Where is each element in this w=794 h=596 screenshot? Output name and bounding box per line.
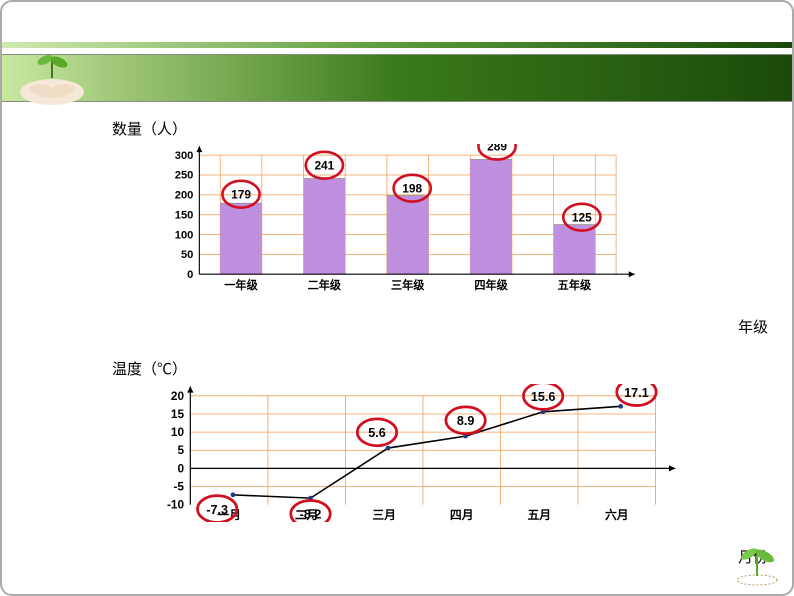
sprout-in-hands-icon <box>10 48 100 108</box>
line-category-label: 三月 <box>372 508 396 522</box>
line-value-label: 15.6 <box>531 390 556 404</box>
line-chart: 温度（℃） 月份 -10-505101520一月二月三月四月五月六月-7.3-8… <box>52 362 752 562</box>
data-marker <box>231 492 236 497</box>
bar <box>220 203 262 274</box>
svg-text:10: 10 <box>171 425 185 439</box>
data-marker <box>618 404 623 409</box>
line-category-label: 四月 <box>450 508 474 522</box>
bar <box>470 160 512 275</box>
line-y-axis-title: 温度（℃） <box>112 358 187 379</box>
bar-y-axis-title: 数量（人） <box>112 118 187 139</box>
line-value-label: 5.6 <box>368 426 386 440</box>
bar-chart-plot: 0 50 100 150 200 250 300 179 一年级 241 二年级 198 三年级 289 四… <box>124 144 684 304</box>
svg-text:15: 15 <box>171 407 185 421</box>
line-chart-plot: -10-505101520一月二月三月四月五月六月-7.3-8.25.68.91… <box>124 384 714 522</box>
line-value-label: -8.2 <box>300 508 322 522</box>
bar-value-label: 125 <box>572 211 592 225</box>
svg-text:-10: -10 <box>167 498 185 512</box>
line-value-label: 8.9 <box>457 414 475 428</box>
line-value-label: 17.1 <box>624 386 649 400</box>
slide-container: 数量（人） 年级 050100150200250300179一年级241二年级1… <box>0 0 794 596</box>
data-marker <box>386 446 391 451</box>
svg-text:5: 5 <box>177 443 184 457</box>
bar <box>387 196 429 275</box>
svg-text:0: 0 <box>187 269 193 281</box>
header-accent-line <box>2 42 792 48</box>
svg-text:300: 300 <box>175 150 194 162</box>
header-band <box>2 54 792 102</box>
data-line <box>233 406 621 498</box>
charts-region: 数量（人） 年级 050100150200250300179一年级241二年级1… <box>52 122 752 574</box>
line-value-label: -7.3 <box>206 503 228 517</box>
svg-text:200: 200 <box>175 190 194 202</box>
svg-text:20: 20 <box>171 389 185 403</box>
line-category-label: 六月 <box>605 508 629 522</box>
bar-value-label: 179 <box>231 188 251 202</box>
bar-x-axis-title: 年级 <box>738 316 768 337</box>
bar <box>554 225 596 275</box>
line-category-label: 五月 <box>527 508 551 522</box>
svg-text:-5: -5 <box>173 479 184 493</box>
svg-text:0: 0 <box>177 461 184 475</box>
svg-text:50: 50 <box>181 249 193 261</box>
bar-chart: 数量（人） 年级 050100150200250300179一年级241二年级1… <box>52 122 752 347</box>
bar-category-label: 四年级 <box>474 278 508 292</box>
svg-text:150: 150 <box>175 209 194 221</box>
bar-category-label: 二年级 <box>308 278 342 292</box>
bar-category-label: 五年级 <box>558 278 592 292</box>
sprout-icon <box>732 536 782 586</box>
bar-value-label: 241 <box>314 159 334 173</box>
svg-text:250: 250 <box>175 170 194 182</box>
bar-category-label: 三年级 <box>391 278 425 292</box>
bar-category-label: 一年级 <box>224 278 258 292</box>
bar-value-label: 198 <box>402 182 422 196</box>
bar <box>304 179 346 275</box>
bar-value-label: 289 <box>487 144 507 154</box>
svg-text:100: 100 <box>175 229 194 241</box>
